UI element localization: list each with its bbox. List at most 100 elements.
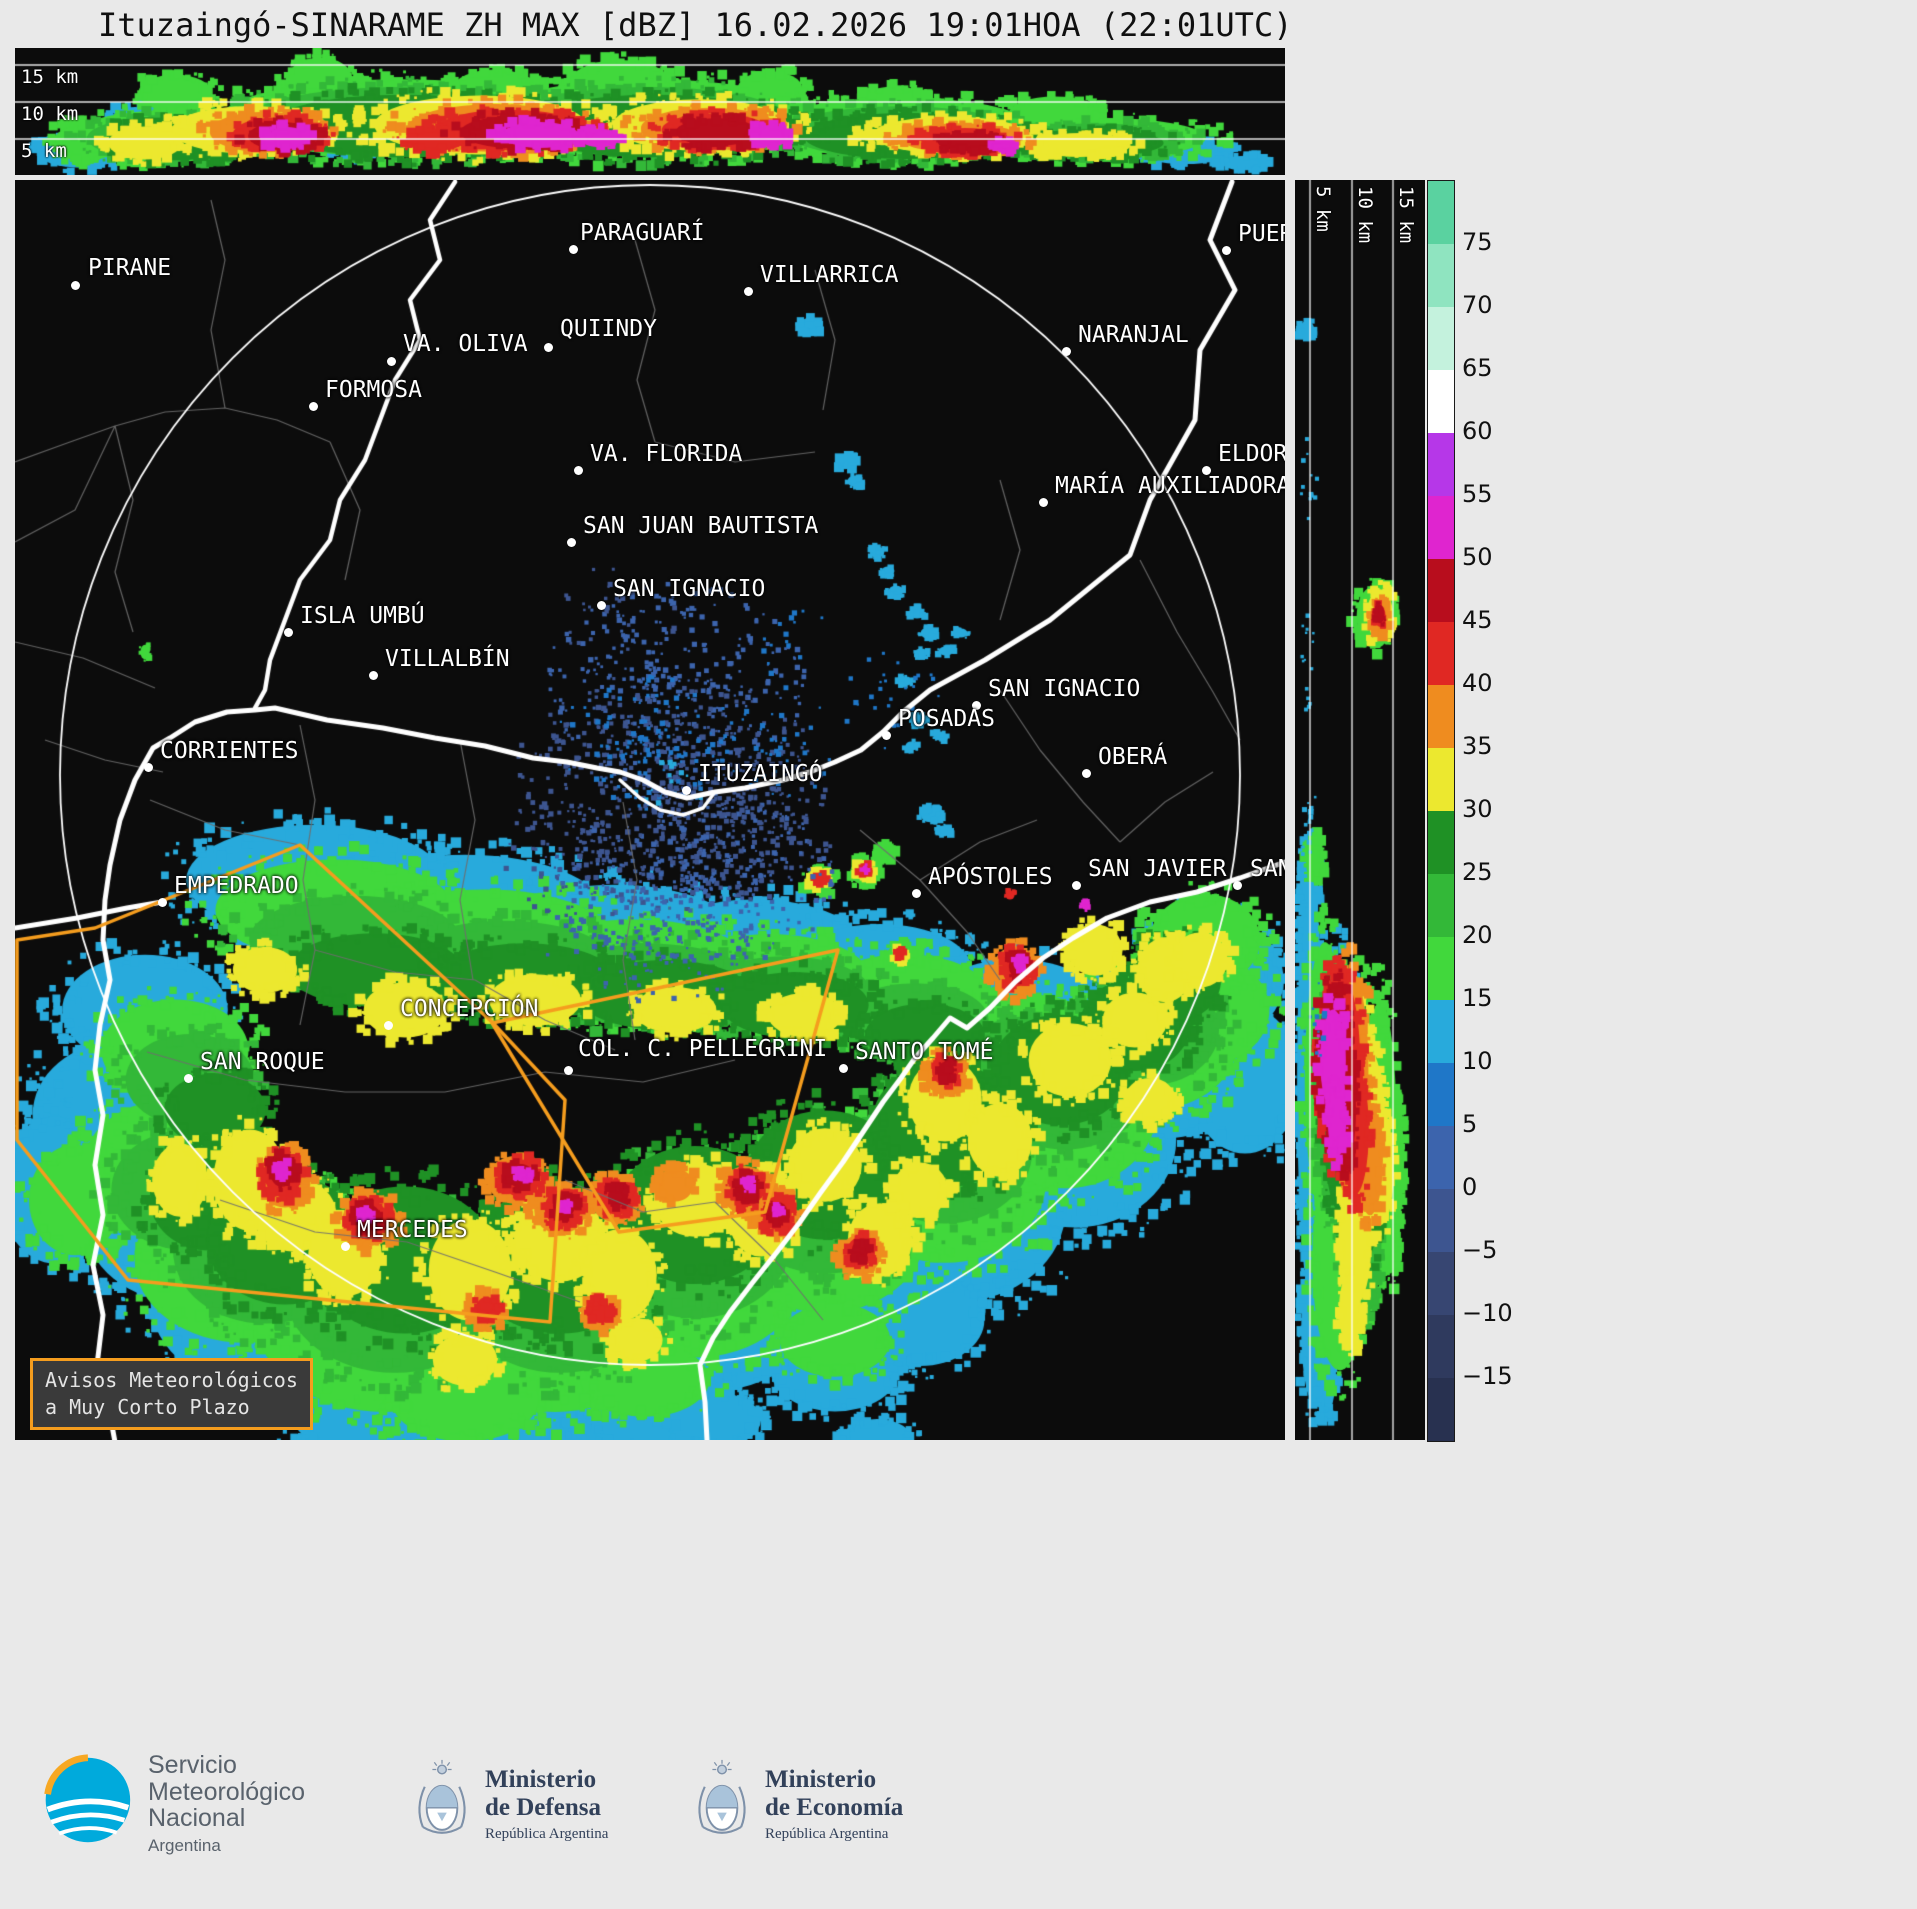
- colorbar-tick: 70: [1462, 291, 1493, 319]
- city-dot: [309, 402, 318, 411]
- city-label: SAN PEDRO: [1250, 856, 1285, 882]
- city-dot: [567, 538, 576, 547]
- colorbar-tick: 15: [1462, 984, 1493, 1012]
- city-label: PUERTO RICO: [1238, 221, 1285, 247]
- colorbar-band: [1428, 1378, 1454, 1441]
- colorbar-band: [1428, 1126, 1454, 1189]
- city-label: VA. FLORIDA: [590, 441, 743, 467]
- city-label: SAN IGNACIO: [988, 676, 1141, 702]
- colorbar-tick: 65: [1462, 354, 1493, 382]
- city-dot: [744, 287, 753, 296]
- city-label: SAN JAVIER: [1088, 856, 1227, 882]
- coat-of-arms-icon: [698, 1759, 746, 1834]
- colorbar-band: [1428, 685, 1454, 748]
- smn-name-line: Servicio: [148, 1751, 237, 1779]
- colorbar-tick: −15: [1462, 1362, 1513, 1390]
- colorbar-band: [1428, 1063, 1454, 1126]
- height-axis-label: 15 km: [21, 66, 79, 88]
- ministry-name: de Economía: [765, 1793, 904, 1821]
- colorbar-tick: 20: [1462, 921, 1493, 949]
- colorbar-tick: 40: [1462, 669, 1493, 697]
- city-label: VILLARRICA: [760, 262, 899, 288]
- colorbar-tick: 30: [1462, 795, 1493, 823]
- ministry-caption: República Argentina: [485, 1825, 609, 1842]
- ministry-defensa-group: Ministerio de Defensa República Argentin…: [413, 1758, 608, 1850]
- height-axis-label: 5 km: [1312, 186, 1334, 232]
- city-dot: [682, 786, 691, 795]
- city-dot: [284, 628, 293, 637]
- ministry-name: Ministerio: [765, 1765, 877, 1793]
- colorbar-tick: 5: [1462, 1110, 1478, 1138]
- city-label: SAN IGNACIO: [613, 576, 766, 602]
- city-dot: [544, 343, 553, 352]
- colorbar-band: [1428, 622, 1454, 685]
- city-dot: [1062, 347, 1071, 356]
- colorbar-tick: −5: [1462, 1236, 1498, 1264]
- city-label: SANTO TOMÉ: [855, 1039, 994, 1065]
- height-axis-label: 10 km: [21, 103, 79, 125]
- colorbar-band: [1428, 1000, 1454, 1063]
- colorbar-band: [1428, 433, 1454, 496]
- city-label: ELDORADO: [1218, 441, 1285, 467]
- city-dot: [882, 731, 891, 740]
- city-dot: [912, 889, 921, 898]
- city-label: MERCEDES: [357, 1217, 468, 1243]
- colorbar-tick: 75: [1462, 228, 1493, 256]
- colorbar-tick: 25: [1462, 858, 1493, 886]
- top-profile-panel: 15 km 10 km 5 km: [15, 48, 1285, 175]
- city-label: ISLA UMBÚ: [300, 603, 425, 629]
- city-dot: [1082, 769, 1091, 778]
- colorbar: [1427, 180, 1455, 1442]
- city-dot: [184, 1074, 193, 1083]
- city-dot: [1233, 881, 1242, 890]
- colorbar-tick: 10: [1462, 1047, 1493, 1075]
- colorbar-band: [1428, 1252, 1454, 1315]
- city-label: APÓSTOLES: [928, 864, 1053, 890]
- colorbar-tick: 60: [1462, 417, 1493, 445]
- smn-logo-group: Servicio Meteorológico Nacional Argentin…: [38, 1752, 305, 1855]
- city-label: ITUZAINGÓ: [698, 761, 823, 787]
- height-axis-label: 15 km: [1395, 186, 1417, 244]
- city-dot: [569, 245, 578, 254]
- city-dot: [144, 763, 153, 772]
- city-label: COL. C. PELLEGRINI: [578, 1036, 828, 1062]
- city-label: EMPEDRADO: [174, 873, 299, 899]
- main-map-panel: Avisos Meteorológicos a Muy Corto Plazo …: [15, 180, 1285, 1440]
- city-dot: [369, 671, 378, 680]
- colorbar-tick: 35: [1462, 732, 1493, 760]
- colorbar-band: [1428, 1315, 1454, 1378]
- city-label: VILLALBÍN: [385, 646, 510, 672]
- height-axis-label: 5 km: [21, 140, 67, 162]
- colorbar-band: [1428, 496, 1454, 559]
- city-dot: [839, 1064, 848, 1073]
- colorbar-band: [1428, 307, 1454, 370]
- page-title: Ituzaingó-SINARAME ZH MAX [dBZ] 16.02.20…: [98, 6, 1293, 44]
- warning-legend: Avisos Meteorológicos a Muy Corto Plazo: [30, 1358, 313, 1430]
- city-dot: [1222, 246, 1231, 255]
- colorbar-band: [1428, 1189, 1454, 1252]
- colorbar-band: [1428, 748, 1454, 811]
- city-label: PIRANE: [88, 255, 172, 281]
- coat-of-arms-icon: [418, 1759, 466, 1834]
- colorbar-band: [1428, 559, 1454, 622]
- colorbar-band: [1428, 811, 1454, 874]
- height-axis-label: 10 km: [1354, 186, 1376, 244]
- smn-name-line: Nacional: [148, 1804, 246, 1832]
- ministry-economia-group: Ministerio de Economía República Argenti…: [693, 1758, 903, 1850]
- city-dot: [1039, 498, 1048, 507]
- city-label: MARÍA AUXILIADORA: [1055, 473, 1285, 499]
- city-dot: [158, 898, 167, 907]
- smn-name-line: Meteorológico: [148, 1777, 306, 1806]
- city-label: OBERÁ: [1098, 744, 1168, 770]
- city-label: SAN ROQUE: [200, 1049, 325, 1075]
- city-dot: [972, 701, 981, 710]
- city-label: POSADAS: [898, 706, 995, 732]
- city-dot: [341, 1242, 350, 1251]
- smn-logo: [44, 1754, 131, 1843]
- colorbar-tick: 0: [1462, 1173, 1478, 1201]
- city-label: PARAGUARÍ: [580, 220, 705, 246]
- right-profile-canvas: [1295, 180, 1425, 1440]
- city-label: SAN JUAN BAUTISTA: [583, 513, 819, 539]
- ministry-name: Ministerio: [485, 1765, 597, 1793]
